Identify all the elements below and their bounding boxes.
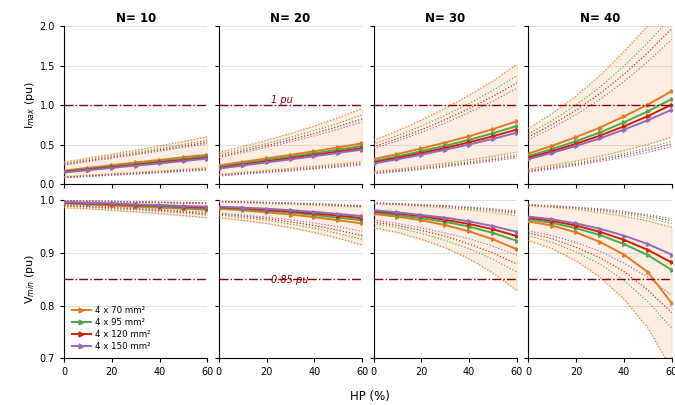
Text: HP (%): HP (%) [350,390,390,403]
Title: N= 30: N= 30 [425,12,465,25]
Title: N= 20: N= 20 [271,12,310,25]
Legend: 4 x 70 mm², 4 x 95 mm², 4 x 120 mm², 4 x 150 mm²: 4 x 70 mm², 4 x 95 mm², 4 x 120 mm², 4 x… [68,302,154,354]
Text: 1 pu: 1 pu [271,95,293,105]
Title: N= 40: N= 40 [580,12,620,25]
Y-axis label: I$_{max}$ (pu): I$_{max}$ (pu) [23,81,37,130]
Y-axis label: V$_{min}$ (pu): V$_{min}$ (pu) [23,254,37,305]
Text: 0.85 pu: 0.85 pu [271,275,308,285]
Title: N= 10: N= 10 [115,12,156,25]
